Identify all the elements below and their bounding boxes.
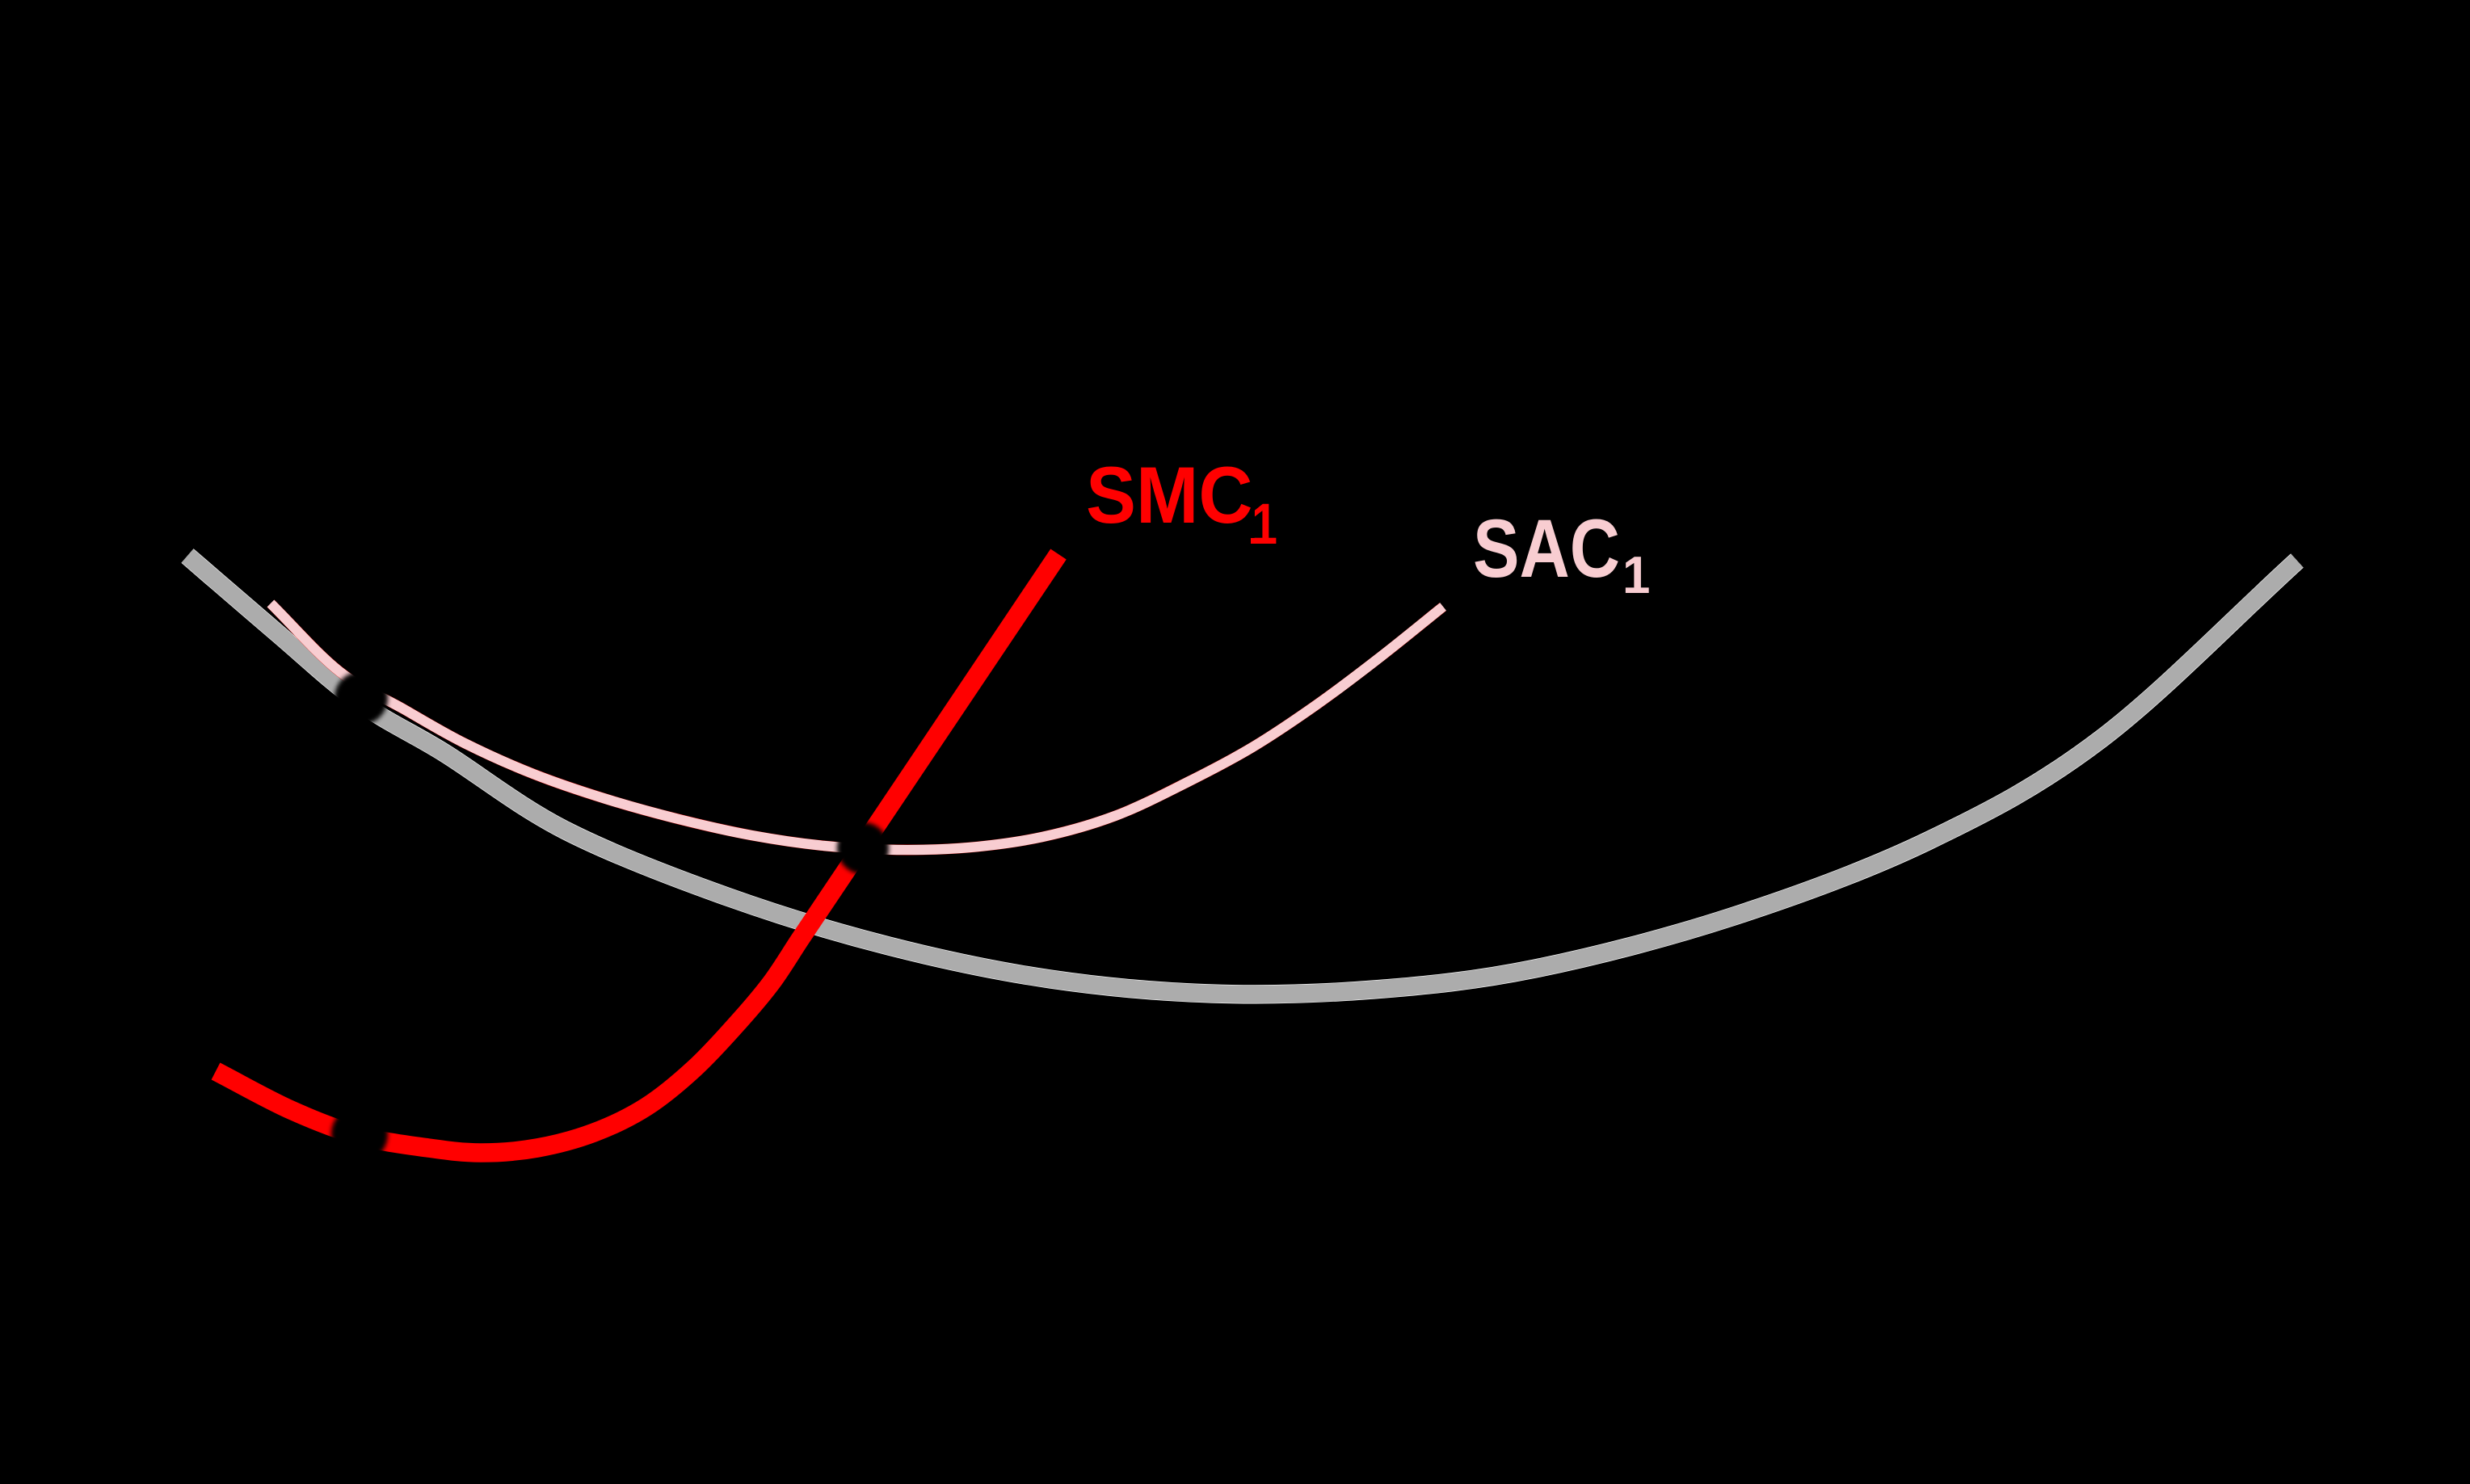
- svg-text:1: 1: [1252, 492, 1277, 556]
- svg-text:SAC: SAC: [1473, 503, 1620, 595]
- svg-text:1: 1: [1622, 547, 1650, 605]
- svg-text:SMC: SMC: [1086, 451, 1253, 540]
